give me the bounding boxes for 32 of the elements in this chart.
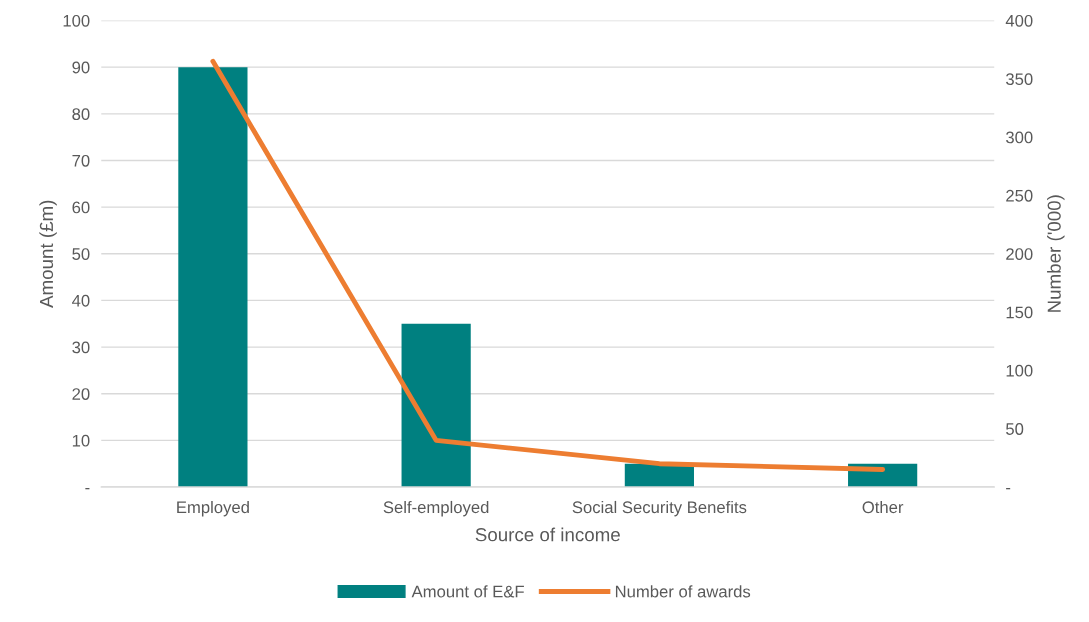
y-tick-label: 70: [72, 154, 90, 167]
x-axis-title: Source of income: [475, 527, 620, 542]
x-tick-label: Employed: [177, 500, 249, 517]
legend-label: Amount of E&F: [411, 585, 524, 598]
y2-axis-title: Number ('000): [1047, 195, 1065, 312]
y-tick-label: 50: [72, 248, 90, 260]
y2-tick-label: 400: [1005, 14, 1033, 27]
y2-tick-label: 250: [1006, 189, 1033, 202]
x-tick-label: Social Security Benefits: [572, 500, 747, 517]
y2-tick-label: 200: [1006, 248, 1033, 260]
y2-tick-label: 50: [1006, 423, 1024, 435]
y2-tick-label: -: [1006, 487, 1011, 490]
y2-tick-label: 100: [1006, 364, 1033, 377]
y-tick-label: 40: [72, 294, 90, 307]
y-tick-label: 20: [72, 388, 90, 400]
y-axis-title: Amount (£m): [39, 200, 57, 308]
y-tick-label: 80: [72, 108, 90, 121]
legend-label: Number of awards: [615, 585, 751, 598]
y2-tick-label: 350: [1006, 73, 1033, 86]
y-tick-label: 90: [72, 61, 90, 74]
y-tick-label: -: [85, 487, 90, 490]
y2-tick-label: 300: [1006, 131, 1033, 144]
y-tick-label: 10: [72, 434, 90, 447]
y-tick-label: 30: [72, 341, 90, 354]
y-tick-label: 60: [72, 201, 90, 214]
y2-tick-label: 150: [1006, 306, 1033, 319]
x-tick-label: Other: [862, 500, 904, 514]
bar: [401, 323, 471, 488]
y-tick-label: 100: [63, 14, 90, 27]
line-series: [210, 58, 886, 472]
x-tick-label: Self-employed: [383, 500, 489, 517]
bar: [178, 67, 248, 488]
